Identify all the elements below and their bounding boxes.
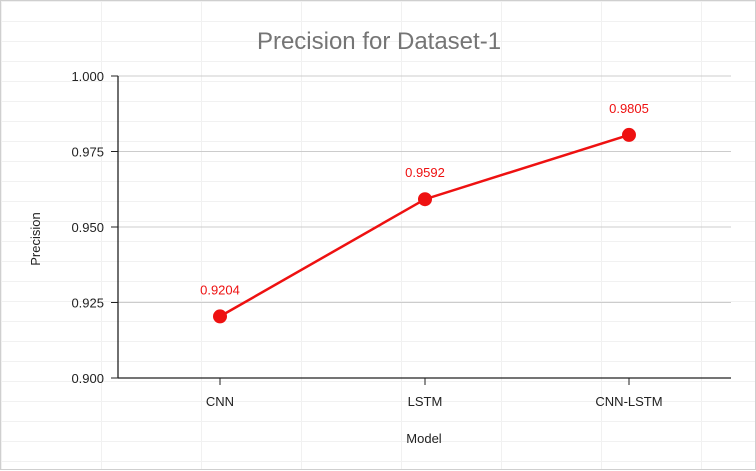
x-tick-label: CNN [206,394,234,409]
x-axis-label: Model [406,431,442,446]
y-tick-label: 0.975 [71,145,104,160]
x-tick-label: CNN-LSTM [595,394,662,409]
data-point [622,127,636,142]
series-line [219,133,630,318]
chart-title: Precision for Dataset-1 [257,28,501,55]
y-tick-label: 0.925 [71,296,104,311]
data-label: 0.9805 [609,101,649,116]
gridlines [118,75,731,303]
x-axis-ticks: CNN LSTM CNN-LSTM [206,378,663,409]
series-group: 0.9204 0.9592 0.9805 [200,101,649,324]
y-axis-label: Precision [28,212,43,265]
y-axis-ticks: 0.900 0.925 0.950 0.975 1.000 [71,69,118,386]
y-tick-label: 0.950 [71,220,104,235]
x-tick-label: LSTM [408,394,443,409]
data-point [213,309,227,324]
y-tick-label: 0.900 [71,371,104,386]
data-label: 0.9592 [405,165,445,180]
data-point [418,192,432,207]
data-label: 0.9204 [200,282,240,297]
y-tick-label: 1.000 [71,69,104,84]
